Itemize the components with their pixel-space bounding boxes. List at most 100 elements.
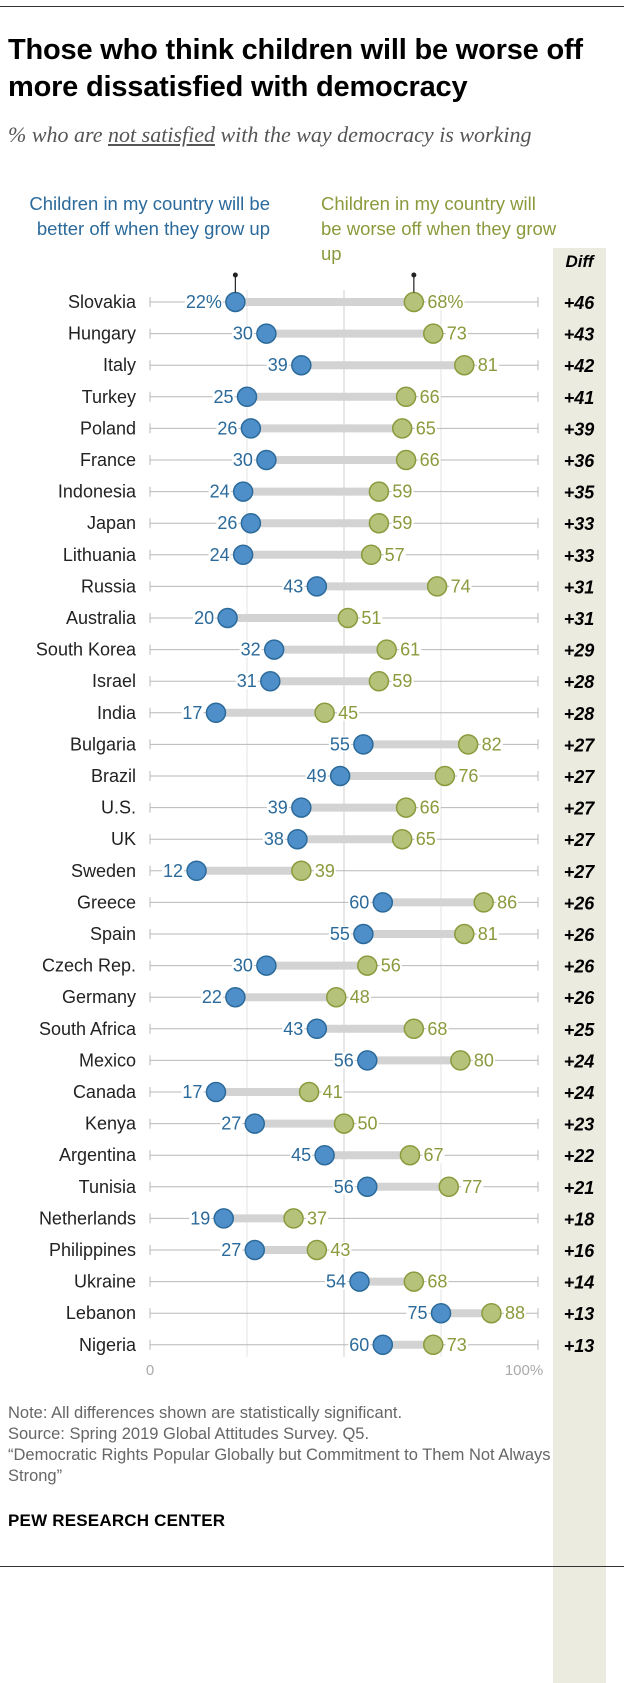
better-off-dot: [240, 512, 262, 534]
value-label-backing: [231, 325, 254, 342]
value-label-backing: [324, 1273, 348, 1290]
worse-off-value-label: 66: [420, 387, 440, 407]
legend-better-off: Children in my country will be better of…: [29, 193, 270, 239]
country-label: Lithuania: [63, 545, 137, 565]
country-label: Bulgaria: [70, 734, 137, 754]
worse-off-dot: [434, 765, 456, 787]
worse-off-value-label: 37: [307, 1208, 327, 1228]
value-label-backing: [266, 357, 289, 374]
value-label-backing: [496, 894, 519, 911]
better-off-dot: [244, 1239, 266, 1261]
legend-pointer-better-dot: [232, 272, 238, 278]
value-label-backing: [414, 831, 437, 848]
diff-value: +22: [564, 1146, 595, 1166]
value-label-backing: [391, 483, 414, 500]
better-off-dot: [306, 576, 328, 597]
value-label-backing: [193, 610, 216, 626]
better-off-value-label: 20: [194, 608, 214, 628]
bottom-rule: [0, 1566, 624, 1567]
value-label-backing: [290, 1147, 313, 1164]
worse-off-dot: [457, 734, 479, 755]
diff-value: +31: [564, 577, 595, 597]
better-off-dot: [225, 291, 246, 313]
better-off-value-label: 54: [326, 1272, 346, 1292]
better-off-dot: [205, 1081, 227, 1103]
diff-value: +39: [564, 419, 595, 439]
diff-value: +13: [564, 1336, 595, 1356]
better-off-dot: [232, 544, 254, 566]
value-label-backing: [360, 610, 383, 626]
country-label: Argentina: [59, 1145, 137, 1165]
better-off-dot: [263, 639, 285, 660]
worse-off-dot: [403, 1018, 425, 1040]
better-off-value-label: 26: [217, 418, 237, 438]
dot-plot: Slovakia 22% 68% +46 Hungary 30 73 +43 Italy 39 81…: [36, 272, 596, 1379]
better-off-value-label: 19: [190, 1208, 210, 1228]
better-off-dot: [349, 1271, 370, 1292]
better-off-value-label: 49: [307, 766, 327, 786]
country-label: Mexico: [79, 1050, 136, 1070]
value-label-backing: [231, 957, 254, 974]
worse-off-dot: [283, 1208, 304, 1229]
country-label: UK: [111, 829, 136, 849]
better-off-dot: [372, 1334, 394, 1356]
value-label-backing: [445, 325, 468, 342]
country-label: Italy: [103, 355, 136, 375]
better-off-dot: [306, 1018, 328, 1040]
better-off-value-label: 22%: [186, 292, 222, 312]
better-off-value-label: 30: [233, 324, 253, 344]
subtitle-prefix: % who are: [8, 122, 109, 147]
better-off-dot: [256, 323, 277, 344]
worse-off-value-label: 66: [420, 798, 440, 818]
value-label-backing: [426, 1273, 449, 1290]
diff-value: +21: [564, 1178, 595, 1198]
better-off-dot: [205, 702, 227, 724]
worse-off-dot: [403, 291, 425, 313]
worse-off-value-label: 77: [462, 1177, 482, 1197]
better-off-dot: [430, 1302, 452, 1324]
value-label-backing: [305, 768, 328, 784]
better-off-value-label: 56: [334, 1177, 354, 1197]
worse-off-dot: [422, 1334, 444, 1356]
better-off-dot: [244, 1113, 266, 1134]
worse-off-dot: [391, 418, 413, 439]
better-off-value-label: 32: [241, 640, 261, 660]
diff-value: +24: [564, 1051, 595, 1071]
value-label-backing: [332, 1178, 355, 1195]
value-label-backing: [162, 862, 185, 879]
diff-value: +27: [564, 830, 596, 850]
country-label: Canada: [73, 1082, 137, 1102]
better-off-dot: [329, 765, 351, 787]
country-label: Indonesia: [58, 482, 137, 502]
footnotes: Note: All differences shown are statisti…: [8, 1403, 608, 1487]
worse-off-value-label: 43: [330, 1240, 350, 1260]
country-label: U.S.: [101, 798, 136, 818]
worse-off-value-label: 81: [478, 355, 498, 375]
country-label: Brazil: [91, 766, 136, 786]
country-label: Germany: [62, 987, 136, 1007]
worse-off-value-label: 74: [451, 576, 471, 596]
value-label-backing: [328, 736, 351, 753]
better-off-dot: [232, 481, 254, 502]
better-off-dot: [260, 670, 281, 692]
value-label-backing: [445, 1336, 468, 1353]
worse-off-value-label: 65: [416, 829, 436, 849]
diff-value: +28: [564, 672, 595, 692]
worse-off-value-label: 39: [315, 861, 335, 881]
better-off-value-label: 56: [334, 1050, 354, 1070]
diff-column-header: Diff: [565, 252, 594, 271]
better-off-dot: [240, 418, 262, 439]
diff-value: +16: [564, 1241, 596, 1261]
worse-off-value-label: 73: [447, 324, 467, 344]
better-off-dot: [225, 986, 246, 1008]
value-label-backing: [480, 736, 503, 753]
worse-off-dot: [438, 1176, 460, 1198]
value-label-backing: [391, 673, 414, 690]
better-off-dot: [186, 860, 207, 882]
value-label-backing: [208, 483, 231, 500]
value-label-backing: [348, 894, 371, 911]
value-label-backing: [457, 768, 480, 784]
better-off-dot: [357, 1050, 378, 1071]
worse-off-value-label: 41: [323, 1082, 343, 1102]
worse-off-value-label: 86: [497, 892, 517, 912]
